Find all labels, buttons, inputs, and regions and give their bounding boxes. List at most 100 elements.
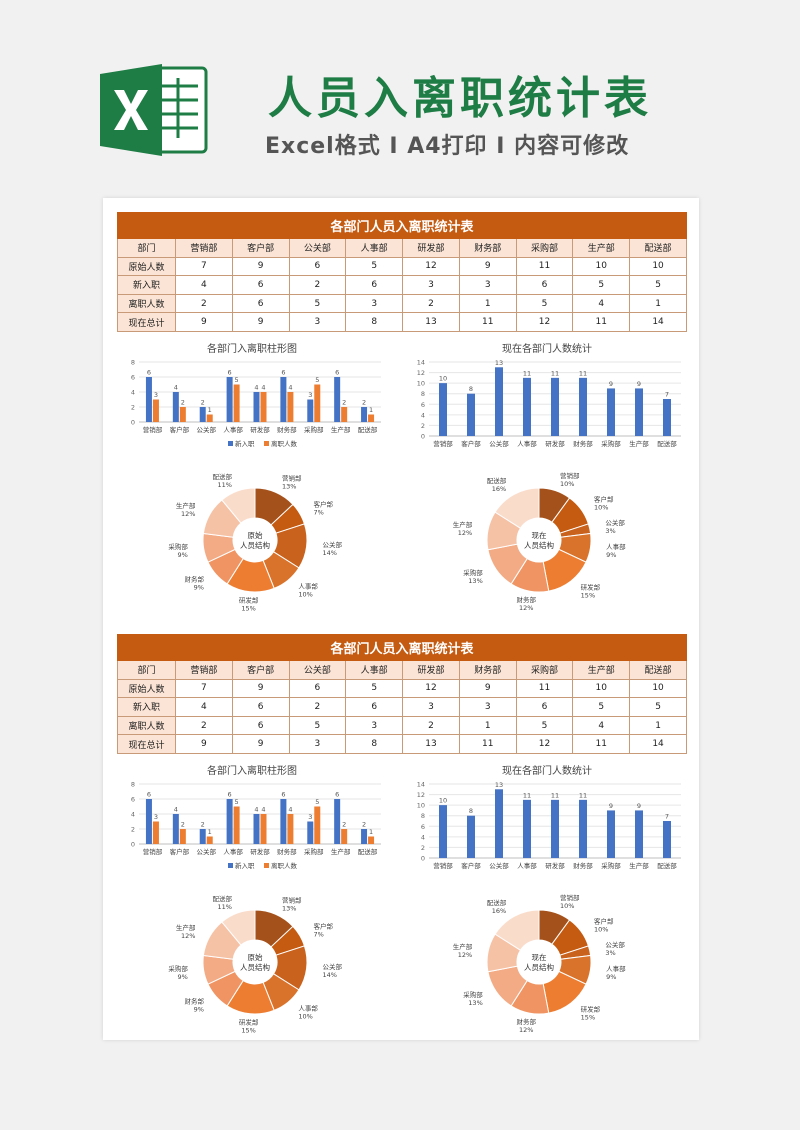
x-tick-label: 采购部 <box>304 847 324 856</box>
bar <box>368 414 375 422</box>
bar <box>439 805 447 858</box>
slice-category-label: 客户部 <box>594 494 614 503</box>
data-label: 1 <box>208 828 212 836</box>
x-tick-label: 公关部 <box>489 439 509 448</box>
center-label: 人员结构 <box>240 962 270 972</box>
bar <box>226 799 233 844</box>
data-label: 6 <box>281 791 285 799</box>
data-label: 2 <box>181 821 185 829</box>
x-tick-label: 配送部 <box>657 861 677 870</box>
slice-category-label: 配送部 <box>212 472 232 481</box>
slice-category-label: 营销部 <box>560 471 580 480</box>
table-cell: 8 <box>345 312 404 332</box>
slice-category-label: 采购部 <box>168 542 188 551</box>
slice-percent-label: 14% <box>322 971 336 979</box>
table-cell: 5 <box>629 697 687 717</box>
x-tick-label: 研发部 <box>545 861 565 870</box>
data-label: 4 <box>288 384 292 392</box>
data-label: 5 <box>315 376 319 384</box>
column-header: 财务部 <box>458 660 517 680</box>
bar <box>253 392 260 422</box>
table-cell: 13 <box>402 312 460 332</box>
x-tick-label: 客户部 <box>461 861 481 870</box>
data-label: 8 <box>469 385 473 393</box>
x-tick-label: 研发部 <box>545 439 565 448</box>
x-tick-label: 采购部 <box>304 425 324 434</box>
table-cell: 7 <box>175 256 233 277</box>
table-cell: 2 <box>288 275 347 295</box>
column-header: 研发部 <box>402 238 460 258</box>
center-label: 人员结构 <box>524 962 554 972</box>
table-row: 离职人数 2 6 5 3 2 1 5 4 1 <box>117 293 687 314</box>
data-label: 13 <box>495 781 503 789</box>
slice-category-label: 生产部 <box>453 520 473 529</box>
data-label: 1 <box>369 406 373 414</box>
slice-percent-label: 15% <box>581 1014 595 1022</box>
x-tick-label: 公关部 <box>196 847 216 856</box>
chart-title: 现在各部门人数统计 <box>502 766 592 777</box>
table-cell: 3 <box>345 715 404 736</box>
y-tick-label: 8 <box>131 781 135 789</box>
table-cell: 10 <box>572 678 631 699</box>
x-tick-label: 研发部 <box>250 847 270 856</box>
slice-category-label: 公关部 <box>605 518 625 527</box>
bar <box>341 407 348 422</box>
slice-percent-label: 13% <box>468 577 482 585</box>
table-cell: 14 <box>629 734 687 754</box>
table-cell: 5 <box>345 256 404 277</box>
column-header: 部门 <box>117 238 176 258</box>
slice-percent-label: 12% <box>181 510 195 518</box>
table-cell: 6 <box>515 275 574 295</box>
data-label: 4 <box>254 384 258 392</box>
table-cell: 5 <box>345 678 404 699</box>
pie-slice <box>494 909 540 951</box>
bar <box>307 821 314 844</box>
slice-percent-label: 13% <box>282 482 296 490</box>
data-label: 1 <box>369 828 373 836</box>
pie-slice <box>221 487 256 524</box>
x-tick-label: 营销部 <box>433 861 453 870</box>
bar <box>607 388 615 436</box>
x-tick-label: 采购部 <box>601 439 621 448</box>
table-cell: 12 <box>402 256 460 277</box>
data-label: 11 <box>551 369 559 377</box>
slice-percent-label: 12% <box>458 951 472 959</box>
column-header: 部门 <box>117 660 176 680</box>
legend-label: 新入职 <box>235 439 255 448</box>
bar <box>523 799 531 858</box>
slice-percent-label: 10% <box>560 902 574 910</box>
bar <box>314 384 321 422</box>
x-tick-label: 采购部 <box>601 861 621 870</box>
data-label: 4 <box>254 806 258 814</box>
bar <box>287 392 294 422</box>
y-tick-label: 6 <box>131 374 135 382</box>
data-label: 9 <box>609 380 613 388</box>
slice-category-label: 财务部 <box>184 574 204 583</box>
table-cell: 11 <box>515 678 574 699</box>
slice-category-label: 客户部 <box>314 499 334 508</box>
table-row: 现在总计 9 9 3 8 13 11 12 11 14 <box>117 312 687 332</box>
data-label: 2 <box>181 399 185 407</box>
center-label: 人员结构 <box>240 540 270 550</box>
table-cell: 6 <box>231 275 290 295</box>
x-tick-label: 人事部 <box>223 847 243 856</box>
table-cell: 3 <box>345 293 404 314</box>
table-header-row: 部门 营销部 客户部 公关部 人事部 研发部 财务部 采购部 生产部 配送部 <box>117 660 687 680</box>
bar <box>179 829 186 844</box>
table-cell: 6 <box>231 715 290 736</box>
data-label: 6 <box>147 369 151 377</box>
table-row: 现在总计 9 9 3 8 13 11 12 11 14 <box>117 734 687 754</box>
table-cell: 5 <box>288 293 347 314</box>
bar <box>334 799 341 844</box>
slice-category-label: 客户部 <box>594 916 614 925</box>
slice-percent-label: 9% <box>178 551 188 559</box>
slice-percent-label: 9% <box>178 973 188 981</box>
slice-category-label: 营销部 <box>282 473 302 482</box>
data-label: 2 <box>342 821 346 829</box>
row-label: 现在总计 <box>117 312 176 332</box>
table-cell: 3 <box>458 697 517 717</box>
table-cell: 6 <box>288 256 347 277</box>
y-tick-label: 8 <box>421 390 425 398</box>
x-tick-label: 公关部 <box>489 861 509 870</box>
table-cell: 7 <box>175 678 233 699</box>
